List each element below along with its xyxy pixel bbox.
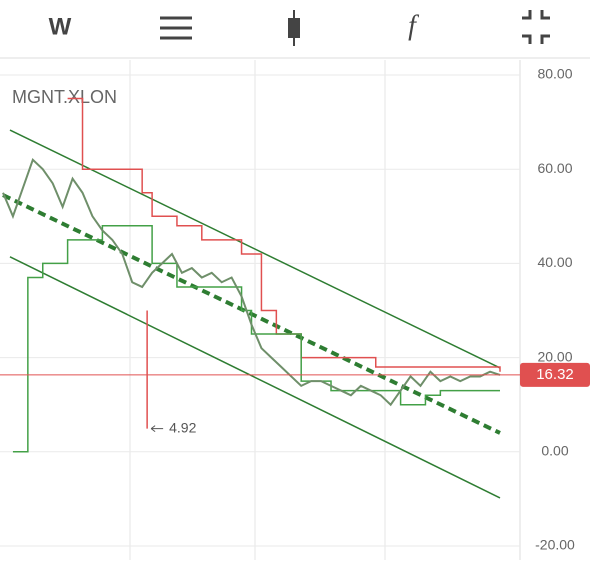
last-price-label: 16.32 [536, 366, 574, 383]
function-button[interactable]: f [408, 10, 419, 41]
settings-icon[interactable] [160, 16, 192, 40]
y-tick-label: 60.00 [537, 160, 572, 176]
price-line [2, 157, 501, 407]
vertical-grid [129, 60, 386, 560]
fullscreen-icon[interactable] [522, 10, 550, 44]
annotation-arrow [150, 425, 164, 433]
interval-button[interactable]: W [49, 13, 72, 40]
y-tick-label: 0.00 [541, 443, 568, 459]
last-price-box [520, 362, 590, 387]
symbol-title: MGNT.XLON [12, 87, 117, 107]
trend-line [9, 256, 501, 499]
annotation-label: 4.92 [169, 419, 196, 435]
chart-type-icon[interactable] [288, 10, 300, 46]
stop-line [67, 97, 501, 372]
y-tick-label: 80.00 [537, 66, 572, 82]
y-tick-label: 40.00 [537, 254, 572, 270]
y-tick-label: 20.00 [537, 348, 572, 364]
y-tick-label: -20.00 [535, 537, 575, 553]
